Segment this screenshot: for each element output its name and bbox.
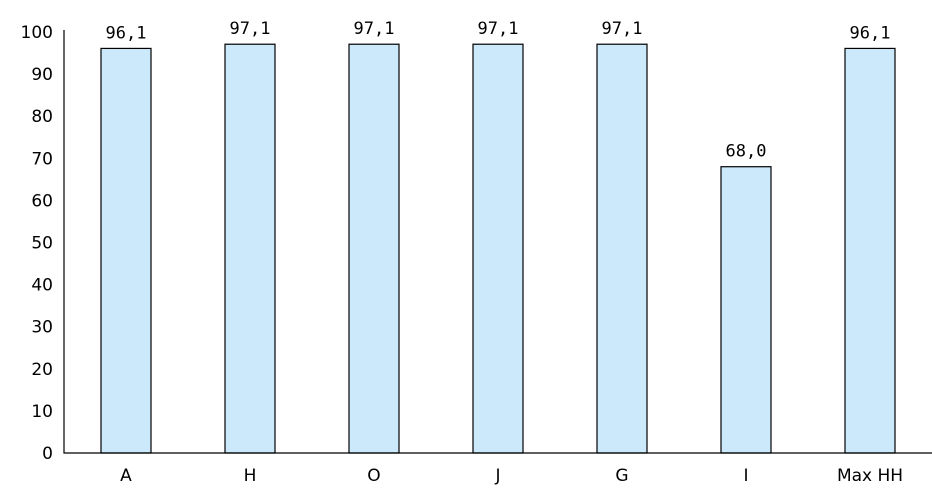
y-tick-label: 50 [31, 234, 53, 254]
x-axis-ticks: A H O J G I Max HH [120, 466, 903, 486]
data-label: 96,1 [106, 23, 147, 43]
data-labels: 96,1 97,1 97,1 97,1 97,1 68,0 96,1 [106, 19, 891, 162]
data-label: 97,1 [602, 19, 643, 39]
x-tick-label: H [244, 466, 257, 486]
axis-lines [63, 30, 932, 454]
y-tick-label: 60 [31, 191, 53, 211]
data-label: 68,0 [726, 142, 767, 162]
x-tick-label: A [120, 466, 132, 486]
bar [100, 47, 152, 454]
y-tick-label: 20 [31, 360, 53, 380]
x-tick-label: I [743, 466, 748, 486]
data-label: 96,1 [850, 23, 891, 43]
data-label: 97,1 [230, 19, 271, 39]
bar [596, 43, 648, 454]
y-tick-label: 0 [42, 444, 53, 464]
bar [472, 43, 524, 454]
bar [720, 166, 772, 454]
bars [100, 43, 896, 454]
x-tick-label: O [367, 466, 380, 486]
bar [348, 43, 400, 454]
y-tick-label: 80 [31, 107, 53, 127]
y-tick-label: 100 [21, 23, 53, 43]
bar [224, 43, 276, 454]
y-tick-label: 70 [31, 149, 53, 169]
y-axis-ticks: 0 10 20 30 40 50 60 70 80 90 100 [21, 23, 53, 464]
y-tick-label: 90 [31, 65, 53, 85]
y-tick-label: 30 [31, 318, 53, 338]
data-label: 97,1 [478, 19, 519, 39]
y-tick-label: 10 [31, 402, 53, 422]
x-tick-label: Max HH [837, 466, 903, 486]
y-tick-label: 40 [31, 276, 53, 296]
data-label: 97,1 [354, 19, 395, 39]
x-tick-label: G [615, 466, 628, 486]
x-tick-label: J [494, 466, 500, 486]
bar [844, 47, 896, 454]
